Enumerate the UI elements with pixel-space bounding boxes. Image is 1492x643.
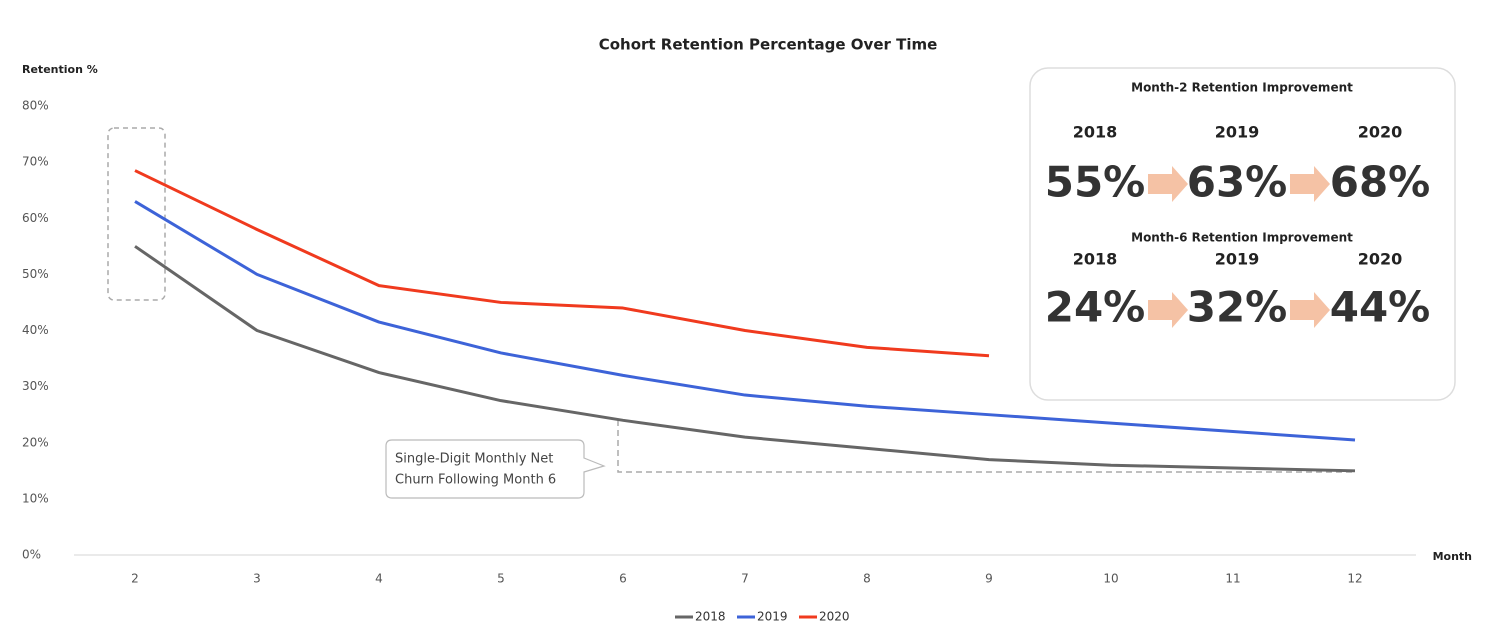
callout-text: Single-Digit Monthly Net xyxy=(395,452,553,467)
legend-label: 2020 xyxy=(819,610,850,624)
series-line xyxy=(134,169,990,358)
y-tick-label: 60% xyxy=(22,211,49,225)
chart-title: Cohort Retention Percentage Over Time xyxy=(599,36,938,54)
y-tick-label: 0% xyxy=(22,548,41,562)
panel-value: 68% xyxy=(1330,158,1431,207)
y-axis-label: Retention % xyxy=(22,63,98,76)
x-tick-label: 11 xyxy=(1225,572,1240,586)
legend-label: 2018 xyxy=(695,610,726,624)
panel-year: 2020 xyxy=(1358,123,1403,142)
y-tick-label: 40% xyxy=(22,323,49,337)
x-tick-label: 10 xyxy=(1103,572,1118,586)
y-tick-label: 80% xyxy=(22,99,49,113)
legend-label: 2019 xyxy=(757,610,788,624)
x-tick-label: 4 xyxy=(375,572,383,586)
panel-year: 2018 xyxy=(1073,123,1118,142)
panel-year: 2019 xyxy=(1215,250,1260,269)
y-tick-label: 50% xyxy=(22,267,49,281)
panel-year: 2020 xyxy=(1358,250,1403,269)
y-tick-label: 10% xyxy=(22,491,49,505)
arrow xyxy=(1148,166,1188,202)
arrows xyxy=(1148,166,1330,328)
x-tick-label: 12 xyxy=(1347,572,1362,586)
panel-value: 63% xyxy=(1187,158,1288,207)
x-axis-label: Month xyxy=(1433,550,1472,563)
callout-connector xyxy=(617,420,1355,473)
series-line xyxy=(134,245,1356,473)
y-tick-label: 70% xyxy=(22,155,49,169)
panel-value: 55% xyxy=(1045,158,1146,207)
x-tick-label: 2 xyxy=(131,572,139,586)
x-tick-label: 3 xyxy=(253,572,261,586)
series-line xyxy=(134,200,1356,442)
panel-value: 24% xyxy=(1045,283,1146,332)
x-tick-label: 7 xyxy=(741,572,749,586)
x-tick-label: 8 xyxy=(863,572,871,586)
summary-panel xyxy=(1029,67,1456,401)
panel-year: 2018 xyxy=(1073,250,1118,269)
panel-title: Month-2 Retention Improvement xyxy=(1131,81,1353,95)
arrow xyxy=(1290,166,1330,202)
callout-box xyxy=(385,439,606,499)
x-tick-label: 6 xyxy=(619,572,627,586)
highlight-box xyxy=(107,127,166,301)
panel-year: 2019 xyxy=(1215,123,1260,142)
arrow xyxy=(1148,292,1188,328)
x-tick-label: 5 xyxy=(497,572,505,586)
panel-value: 44% xyxy=(1330,283,1431,332)
callout-text: Churn Following Month 6 xyxy=(395,473,556,488)
arrow xyxy=(1290,292,1330,328)
x-tick-label: 9 xyxy=(985,572,993,586)
y-tick-label: 20% xyxy=(22,435,49,449)
panel-title: Month-6 Retention Improvement xyxy=(1131,231,1353,245)
y-tick-label: 30% xyxy=(22,379,49,393)
panel-value: 32% xyxy=(1187,283,1288,332)
